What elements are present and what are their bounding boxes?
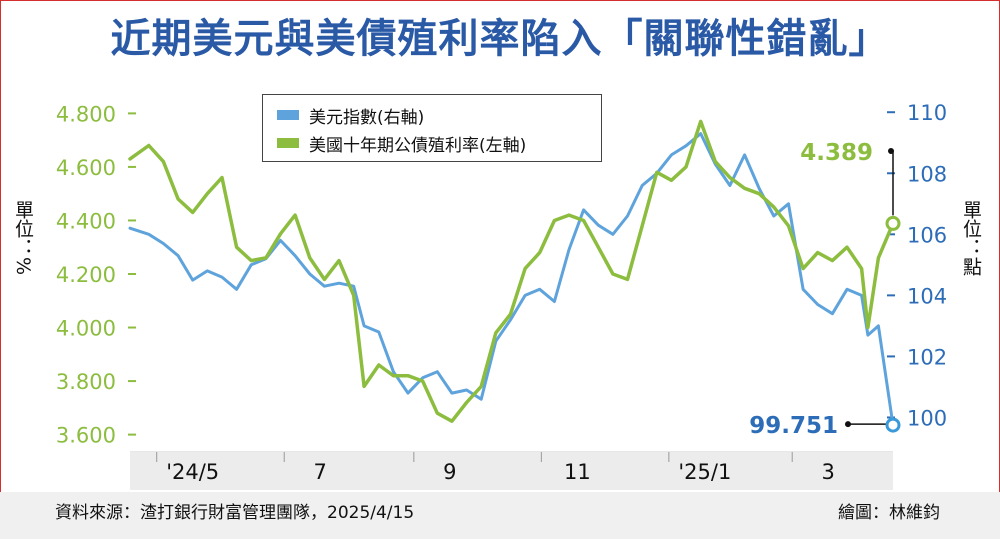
footer-bar	[0, 492, 1000, 539]
legend: 美元指數(右軸) 美國十年期公債殖利率(左軸)	[262, 94, 602, 162]
left-tick-label: 3.600	[56, 424, 116, 448]
legend-swatch-dollar	[277, 110, 299, 120]
right-axis-unit-label: 單位：點	[960, 200, 982, 276]
right-tick-label: 100	[907, 406, 947, 430]
chart-title: 近期美元與美債殖利率陷入「關聯性錯亂」	[110, 16, 890, 62]
x-tick-label: 7	[314, 460, 327, 484]
left-tick-label: 3.800	[56, 370, 116, 394]
left-tick-label: 4.800	[56, 102, 116, 126]
series-line-dollar-index	[128, 132, 895, 427]
yield-annotation-dot	[888, 148, 894, 154]
x-axis-band	[130, 452, 893, 490]
dollar-latest-value-label: 99.751	[749, 413, 838, 439]
graphic-credit: 繪圖：林維鈞	[838, 503, 940, 523]
yield-annotation-leader	[891, 150, 894, 216]
right-tick-label: 106	[907, 223, 947, 247]
legend-item-dollar: 美元指數(右軸)	[277, 103, 425, 128]
left-axis: 4.800 4.600 4.400 4.200 4.000 3.800 3.600	[56, 102, 136, 448]
series-line-treasury-yield	[128, 119, 895, 423]
right-tick-label: 110	[907, 101, 947, 125]
x-tick-label: '25/1	[678, 460, 731, 484]
yield-endpoint-marker	[885, 215, 901, 231]
x-axis: '24/5 7 9 11 '25/1 3	[156, 452, 835, 484]
x-tick-label: 11	[564, 460, 591, 484]
right-axis: 110 108 106 104 102 100	[887, 101, 947, 430]
series-layer	[128, 119, 895, 427]
left-tick-label: 4.200	[56, 263, 116, 287]
legend-swatch-yield	[277, 138, 299, 148]
legend-label-dollar: 美元指數(右軸)	[309, 107, 425, 128]
legend-label-yield: 美國十年期公債殖利率(左軸)	[309, 135, 527, 156]
yield-latest-value-label: 4.389	[800, 140, 873, 166]
x-tick-label: 9	[443, 460, 456, 484]
x-tick-label: '24/5	[166, 460, 219, 484]
annotation-layer: 4.389 99.751	[749, 140, 901, 439]
left-tick-label: 4.600	[56, 156, 116, 180]
legend-item-yield: 美國十年期公債殖利率(左軸)	[277, 131, 527, 156]
dollar-annotation-dot	[845, 421, 851, 428]
right-tick-label: 104	[907, 284, 947, 308]
left-tick-label: 4.400	[56, 209, 116, 233]
left-tick-label: 4.000	[56, 317, 116, 341]
dollar-endpoint-marker	[885, 417, 901, 433]
left-axis-unit-label: 單位：%	[12, 200, 34, 276]
source-note: 資料來源：渣打銀行財富管理團隊，2025/4/15	[55, 503, 415, 523]
right-tick-label: 108	[907, 162, 947, 186]
x-tick-label: 3	[822, 460, 835, 484]
right-tick-label: 102	[907, 345, 947, 369]
